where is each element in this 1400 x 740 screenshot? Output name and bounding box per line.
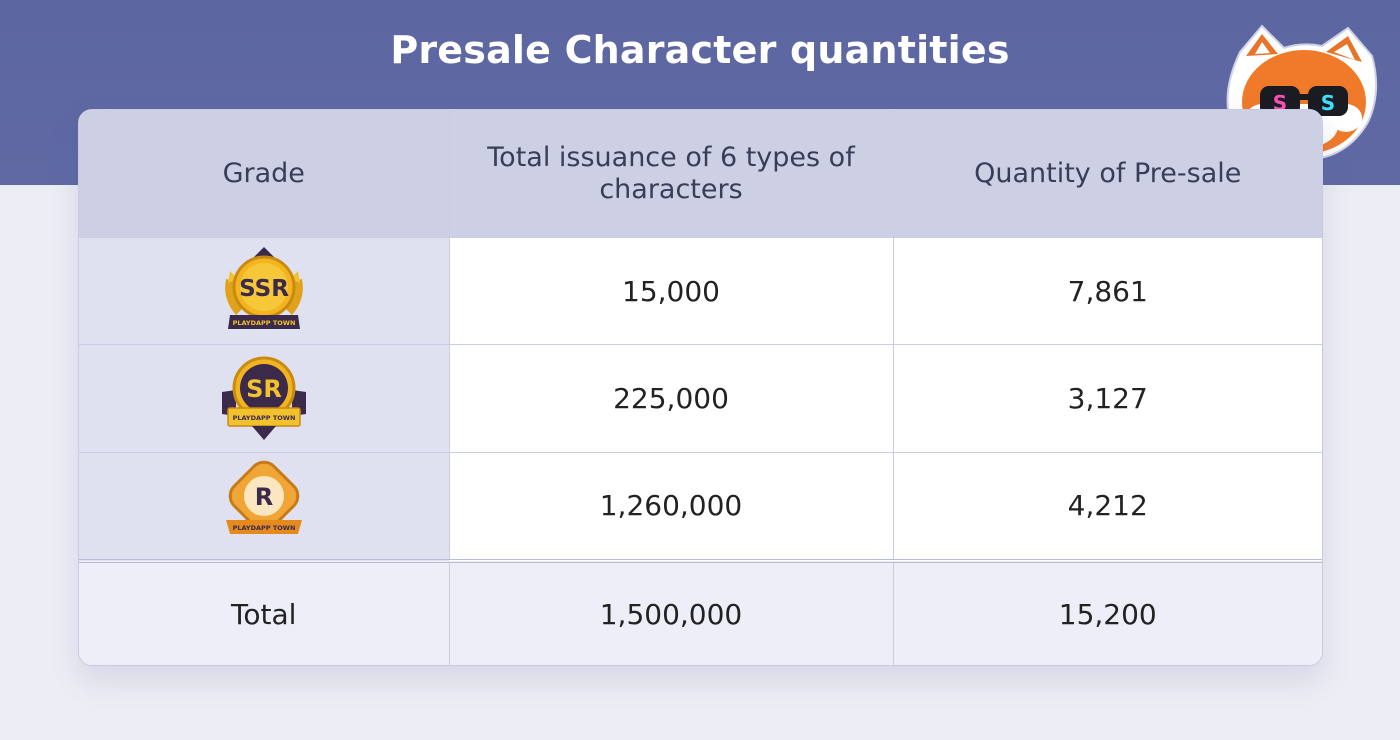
total-issuance-cell: 225,000 [449, 344, 894, 453]
sr-grade-badge-icon: SR PLAYDAPP TOWN [221, 356, 306, 441]
grade-cell: SSR PLAYDAPP TOWN [79, 237, 450, 346]
presale-qty-cell: 4,212 [893, 452, 1322, 562]
ssr-grade-badge-icon: SSR PLAYDAPP TOWN [224, 247, 303, 330]
table-row: SSR PLAYDAPP TOWN 15,000 7,861 [79, 237, 1322, 346]
total-presale-sum: 15,200 [893, 559, 1322, 665]
table-row: SR PLAYDAPP TOWN 225,000 3,127 [79, 344, 1322, 453]
svg-text:PLAYDAPP TOWN: PLAYDAPP TOWN [232, 414, 295, 422]
total-issuance-sum: 1,500,000 [449, 559, 894, 665]
svg-text:S: S [1321, 91, 1335, 115]
svg-text:PLAYDAPP TOWN: PLAYDAPP TOWN [232, 319, 295, 327]
total-issuance-cell: 15,000 [449, 237, 894, 346]
presale-qty-cell: 7,861 [893, 237, 1322, 346]
page-title: Presale Character quantities [390, 28, 1010, 72]
presale-qty-cell: 3,127 [893, 344, 1322, 453]
header-grade: Grade [79, 110, 450, 238]
grade-cell: R PLAYDAPP TOWN [79, 452, 450, 562]
presale-table: Grade Total issuance of 6 types of chara… [78, 109, 1323, 666]
r-grade-badge-icon: R PLAYDAPP TOWN [225, 460, 302, 534]
svg-text:SSR: SSR [239, 276, 289, 302]
total-issuance-cell: 1,260,000 [449, 452, 894, 562]
total-row: Total 1,500,000 15,200 [79, 559, 1322, 665]
grade-cell: SR PLAYDAPP TOWN [79, 344, 450, 453]
svg-text:R: R [255, 483, 273, 511]
header-total-issuance: Total issuance of 6 types of characters [449, 110, 894, 238]
table-row: R PLAYDAPP TOWN 1,260,000 4,212 [79, 452, 1322, 562]
total-label: Total [79, 559, 450, 665]
table-header-row: Grade Total issuance of 6 types of chara… [79, 110, 1322, 238]
svg-text:PLAYDAPP TOWN: PLAYDAPP TOWN [232, 524, 295, 532]
header-presale-qty: Quantity of Pre-sale [893, 110, 1322, 238]
svg-text:SR: SR [246, 375, 282, 403]
